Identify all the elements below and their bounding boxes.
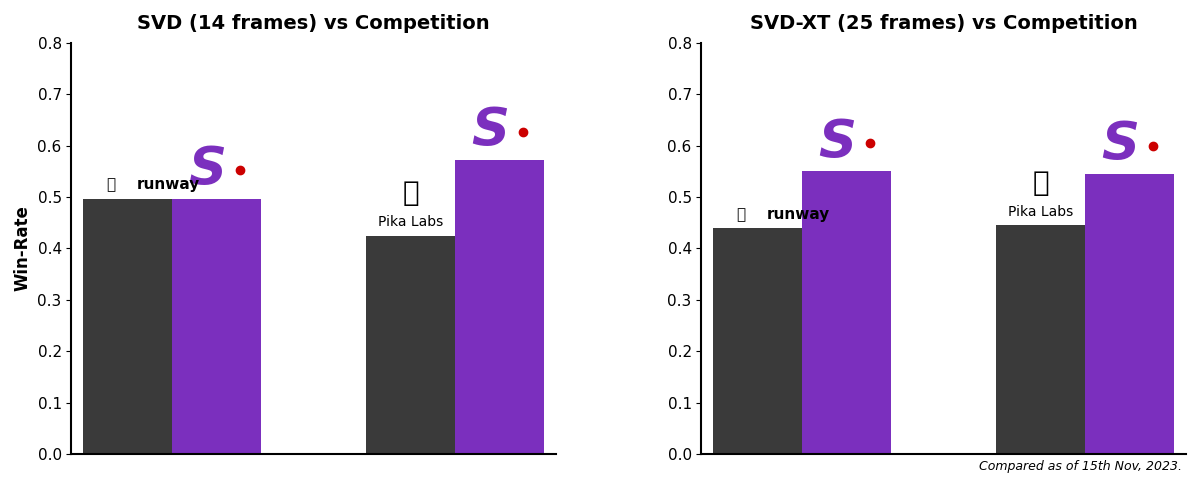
Bar xyxy=(83,199,172,454)
Bar xyxy=(713,228,802,454)
Text: Compared as of 15th Nov, 2023.: Compared as of 15th Nov, 2023. xyxy=(979,460,1182,473)
Text: 🦊: 🦊 xyxy=(402,179,419,207)
Bar xyxy=(366,236,455,454)
Text: Ⓡ: Ⓡ xyxy=(107,177,115,192)
Text: 🦊: 🦊 xyxy=(1033,169,1049,197)
Text: runway: runway xyxy=(137,177,200,192)
Text: Pika Labs: Pika Labs xyxy=(378,215,444,229)
Text: S: S xyxy=(1102,119,1140,171)
Text: S: S xyxy=(188,144,227,196)
Text: S: S xyxy=(818,117,857,169)
Y-axis label: Win-Rate: Win-Rate xyxy=(14,205,32,291)
Title: SVD (14 frames) vs Competition: SVD (14 frames) vs Competition xyxy=(138,14,490,33)
Bar xyxy=(1086,174,1175,454)
Bar xyxy=(455,160,545,454)
Text: S: S xyxy=(472,105,510,157)
Title: SVD-XT (25 frames) vs Competition: SVD-XT (25 frames) vs Competition xyxy=(750,14,1138,33)
Text: Ⓡ: Ⓡ xyxy=(737,207,746,222)
Bar xyxy=(802,171,892,454)
Bar xyxy=(996,225,1086,454)
Text: runway: runway xyxy=(767,207,830,222)
Text: Pika Labs: Pika Labs xyxy=(1008,205,1074,219)
Bar xyxy=(172,199,262,454)
